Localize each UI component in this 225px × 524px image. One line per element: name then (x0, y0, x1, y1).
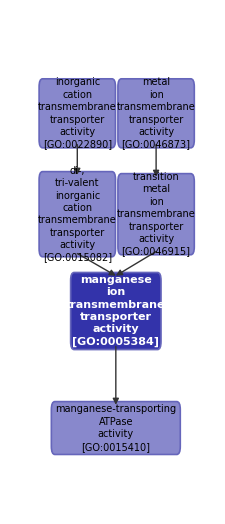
Text: inorganic
cation
transmembrane
transporter
activity
[GO:0022890]: inorganic cation transmembrane transport… (38, 78, 116, 149)
FancyBboxPatch shape (117, 79, 194, 148)
Text: manganese-transporting
ATPase
activity
[GO:0015410]: manganese-transporting ATPase activity [… (55, 405, 176, 452)
FancyBboxPatch shape (117, 173, 194, 255)
Text: transition
metal
ion
transmembrane
transporter
activity
[GO:0046915]: transition metal ion transmembrane trans… (116, 172, 195, 256)
FancyBboxPatch shape (51, 401, 180, 454)
FancyBboxPatch shape (39, 172, 115, 257)
Text: metal
ion
transmembrane
transporter
activity
[GO:0046873]: metal ion transmembrane transporter acti… (116, 78, 195, 149)
Text: di-,
tri-valent
inorganic
cation
transmembrane
transporter
activity
[GO:0015082]: di-, tri-valent inorganic cation transme… (38, 166, 116, 263)
FancyBboxPatch shape (39, 79, 115, 148)
Text: manganese
ion
transmembrane
transporter
activity
[GO:0005384]: manganese ion transmembrane transporter … (66, 275, 165, 347)
FancyBboxPatch shape (70, 272, 160, 350)
